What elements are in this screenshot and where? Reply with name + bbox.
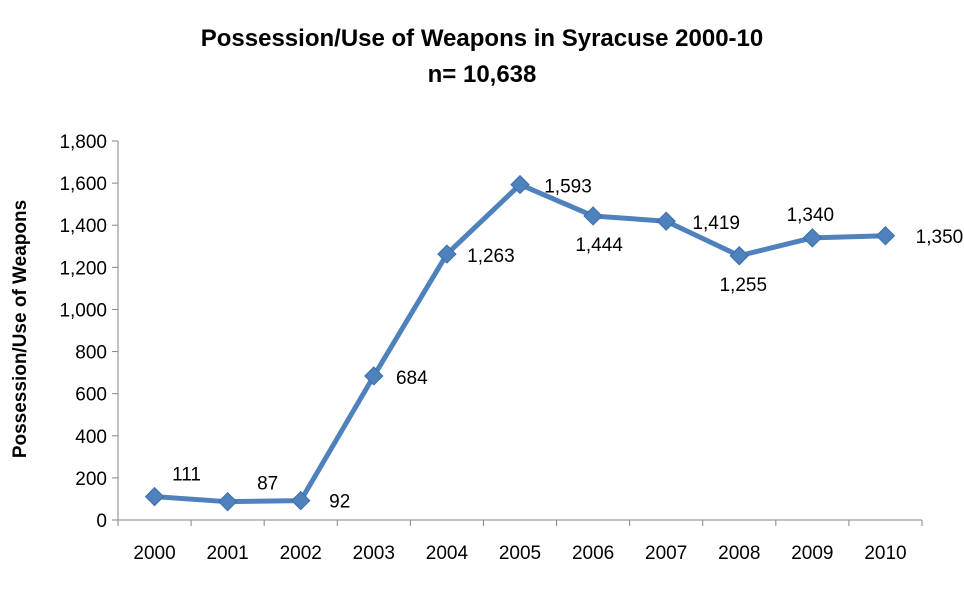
y-axis-label: Possession/Use of Weapons (10, 200, 31, 458)
data-label: 1,419 (692, 213, 740, 234)
plot-area: 111 87 92 684 1,263 1,593 1,444 1,419 1,255 1,340… (144, 174, 964, 513)
x-tick-label: 2002 (280, 543, 322, 564)
x-tick-label: 2008 (718, 543, 760, 564)
data-label: 1,444 (575, 235, 623, 256)
data-point (364, 366, 384, 386)
data-point (217, 491, 238, 512)
y-tick-label: 1,200 (59, 258, 107, 279)
y-tick-label: 800 (75, 343, 107, 364)
y-tick-label: 400 (75, 427, 107, 448)
x-tick-label: 2007 (645, 543, 687, 564)
x-tick-label: 2000 (133, 543, 175, 564)
x-tick-label: 2003 (353, 543, 395, 564)
series-line (152, 182, 888, 505)
data-point (729, 246, 749, 266)
data-label: 1,255 (719, 275, 767, 296)
data-point (437, 244, 457, 264)
chart-subtitle: n= 10,638 (428, 61, 537, 88)
data-point (144, 486, 165, 507)
data-point (583, 206, 603, 226)
data-label: 1,340 (787, 205, 835, 226)
x-tick-label: 2001 (206, 543, 248, 564)
x-tick-label: 2009 (791, 543, 833, 564)
data-label: 684 (396, 368, 428, 389)
y-tick-label: 1,400 (59, 216, 107, 237)
x-tick-label: 2010 (864, 543, 906, 564)
data-point (875, 226, 896, 246)
y-tick-label: 200 (75, 469, 107, 490)
x-tick-label: 2005 (499, 543, 541, 564)
data-label: 92 (329, 492, 350, 513)
data-point (291, 490, 311, 511)
data-label: 87 (257, 474, 278, 495)
axes: 0 200 400 600 800 1,000 1,200 1,400 1,600 1,800 20… (59, 132, 923, 564)
y-tick-label: 1,000 (59, 300, 107, 321)
y-tick-label: 600 (75, 385, 107, 406)
chart-title: Possession/Use of Weapons in Syracuse 20… (201, 25, 763, 52)
y-tick-label: 1,800 (59, 132, 107, 153)
data-label: 1,350 (916, 227, 964, 248)
data-point (656, 211, 676, 231)
data-label: 1,593 (544, 177, 592, 198)
x-tick-label: 2006 (572, 543, 614, 564)
y-tick-label: 1,600 (59, 174, 107, 195)
data-point (510, 174, 530, 195)
y-tick-label: 0 (96, 511, 107, 532)
data-label: 111 (172, 465, 201, 486)
x-tick-label: 2004 (426, 543, 469, 564)
data-label: 1,263 (467, 246, 515, 267)
data-point (802, 228, 823, 248)
